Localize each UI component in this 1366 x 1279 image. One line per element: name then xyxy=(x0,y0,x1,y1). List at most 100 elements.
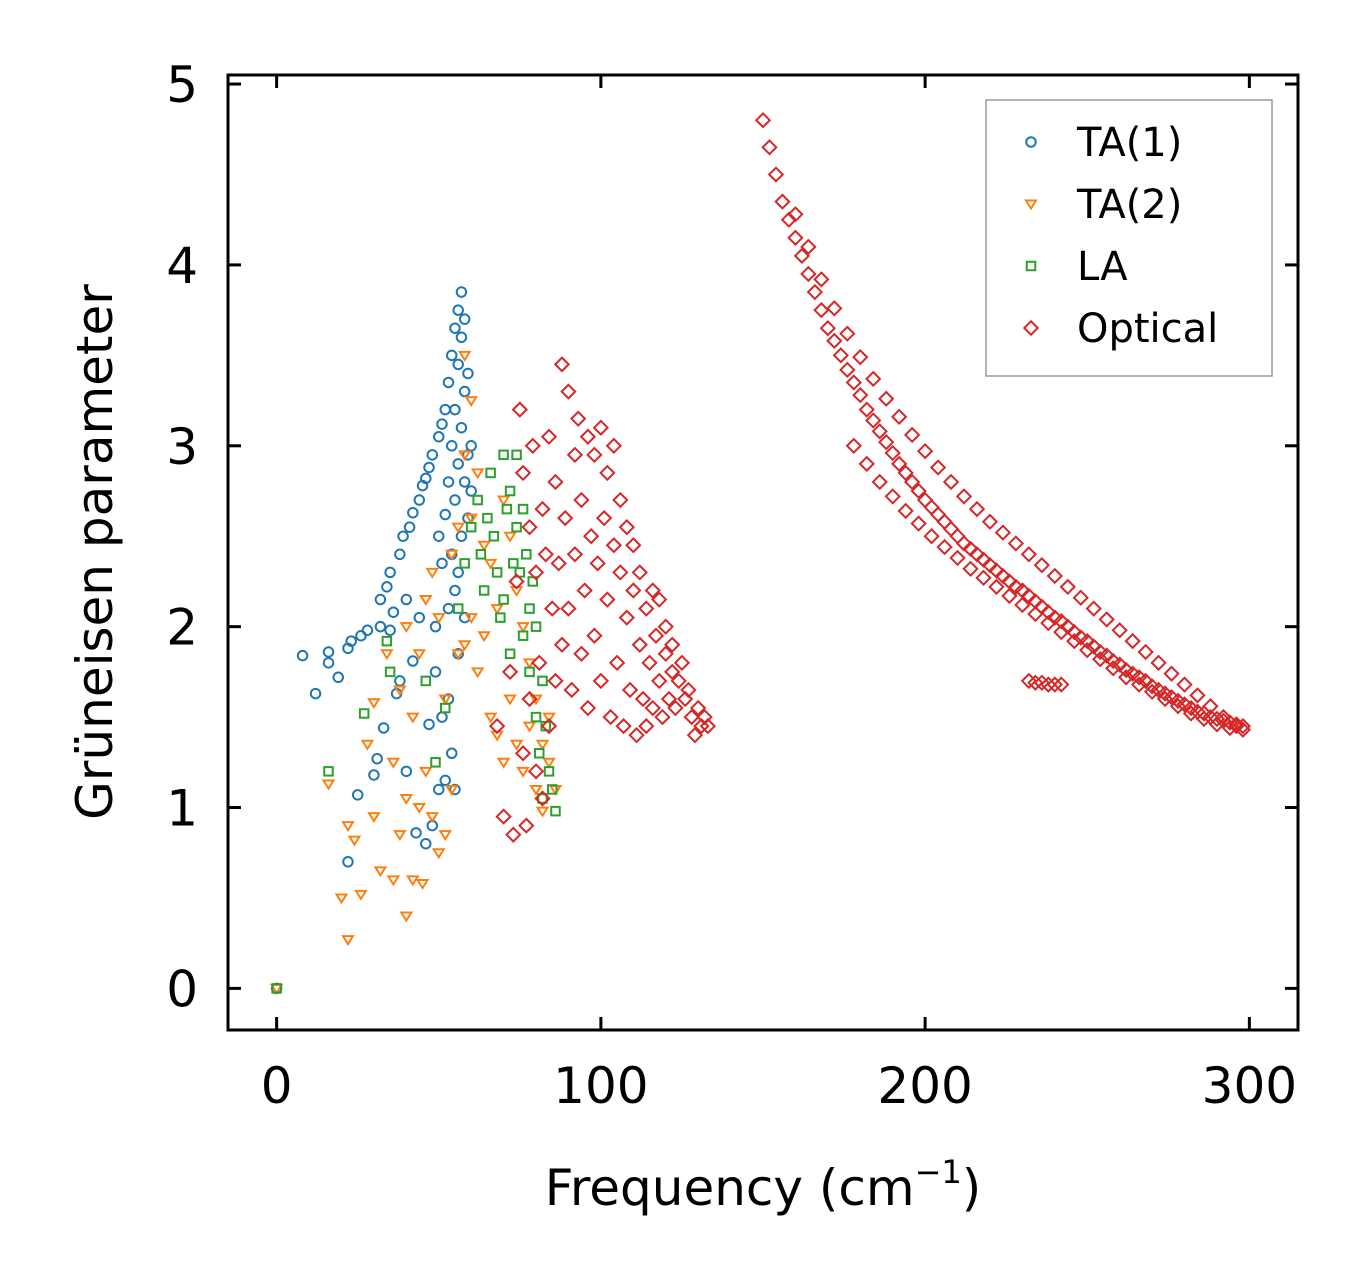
data-point-ta-1 xyxy=(368,769,380,781)
data-point-ta-2 xyxy=(457,350,472,362)
data-point-optical xyxy=(1066,632,1083,650)
data-point-ta-1 xyxy=(332,671,344,684)
data-point-optical xyxy=(878,390,895,407)
data-point-ta-1 xyxy=(455,331,468,344)
data-point-optical xyxy=(1137,643,1154,661)
data-point-optical xyxy=(1202,698,1219,715)
data-point-optical xyxy=(1079,642,1096,659)
data-point-optical xyxy=(1215,708,1232,726)
data-point-optical xyxy=(537,546,554,563)
data-point-ta-2 xyxy=(438,694,453,706)
y-axis-label: Grüneisen parameter xyxy=(66,284,124,820)
data-point-ta-2 xyxy=(341,821,355,833)
data-point-optical xyxy=(1027,674,1044,691)
series-optical xyxy=(488,112,1252,843)
data-point-ta-2 xyxy=(477,631,491,643)
data-point-ta-2 xyxy=(399,793,414,805)
data-point-ta-2 xyxy=(399,622,414,634)
data-point-la xyxy=(524,666,535,678)
data-point-optical xyxy=(975,569,992,586)
data-point-ta-2 xyxy=(431,848,446,860)
y-tick-label: 3 xyxy=(166,418,198,476)
data-point-optical xyxy=(524,437,541,454)
data-point-ta-2 xyxy=(425,567,440,579)
data-point-optical xyxy=(1053,623,1070,641)
data-point-optical xyxy=(488,717,506,735)
data-point-optical xyxy=(579,428,597,445)
data-point-optical xyxy=(910,482,927,500)
data-point-optical xyxy=(910,515,927,532)
data-point-optical xyxy=(534,500,551,518)
data-point-optical xyxy=(1046,676,1063,693)
data-point-ta-1 xyxy=(442,376,455,389)
data-point-optical xyxy=(1176,676,1193,693)
data-point-optical xyxy=(605,537,623,554)
data-point-ta-1 xyxy=(296,649,309,662)
data-point-optical xyxy=(644,699,661,717)
data-point-ta-1 xyxy=(433,530,445,542)
data-point-ta-1 xyxy=(449,322,461,334)
data-point-ta-2 xyxy=(418,766,433,778)
data-point-ta-1 xyxy=(455,286,468,298)
data-point-ta-1 xyxy=(420,472,432,485)
data-point-ta-1 xyxy=(400,765,413,778)
data-point-ta-1 xyxy=(384,566,396,579)
data-point-la xyxy=(495,612,506,623)
data-point-optical xyxy=(813,271,830,288)
data-point-optical xyxy=(1014,596,1031,614)
data-point-ta-1 xyxy=(429,620,442,633)
data-point-optical xyxy=(897,464,914,482)
data-point-ta-2 xyxy=(367,812,381,823)
data-point-optical xyxy=(754,112,772,129)
data-point-optical xyxy=(1228,717,1245,735)
data-point-ta-1 xyxy=(400,593,413,606)
data-point-optical xyxy=(787,206,804,223)
data-point-ta-1 xyxy=(342,856,354,868)
data-point-ta-2 xyxy=(418,595,433,606)
data-point-optical xyxy=(884,488,901,505)
data-point-optical xyxy=(845,437,862,454)
data-point-optical xyxy=(495,808,512,825)
data-point-ta-2 xyxy=(406,712,420,724)
data-point-ta-2 xyxy=(386,757,401,769)
data-point-optical xyxy=(615,717,632,735)
data-point-ta-2 xyxy=(483,558,498,570)
x-tick-label: 200 xyxy=(877,1057,972,1115)
data-point-optical xyxy=(686,727,704,744)
data-point-optical xyxy=(621,681,639,699)
data-point-la xyxy=(521,549,532,560)
data-point-la xyxy=(485,467,496,479)
data-point-ta-2 xyxy=(367,698,381,710)
data-point-ta-2 xyxy=(542,712,556,724)
data-point-optical xyxy=(514,745,532,762)
data-point-optical xyxy=(955,488,973,505)
data-point-la xyxy=(459,558,470,569)
data-point-optical xyxy=(767,166,785,183)
data-point-ta-2 xyxy=(334,893,349,905)
data-point-optical xyxy=(858,401,875,418)
data-point-ta-1 xyxy=(407,506,419,519)
data-point-ta-2 xyxy=(425,812,440,823)
data-point-optical xyxy=(774,193,791,210)
data-point-ta-1 xyxy=(322,646,335,658)
data-point-optical xyxy=(599,464,616,482)
data-point-optical xyxy=(631,564,648,581)
data-point-optical xyxy=(852,386,869,404)
data-point-ta-1 xyxy=(449,584,461,597)
data-point-optical xyxy=(988,578,1005,596)
data-point-la xyxy=(504,485,516,497)
data-point-optical xyxy=(1007,535,1025,552)
data-point-ta-2 xyxy=(535,739,550,751)
data-point-optical xyxy=(891,455,908,473)
data-point-optical xyxy=(664,636,681,653)
data-point-ta-1 xyxy=(445,747,458,760)
data-point-ta-2 xyxy=(451,649,466,661)
data-point-optical xyxy=(570,410,587,427)
x-axis-label-main: Frequency (cm xyxy=(545,1159,915,1217)
data-point-optical xyxy=(936,538,953,556)
data-point-optical xyxy=(534,790,551,807)
data-point-optical xyxy=(605,437,623,454)
data-point-ta-2 xyxy=(393,830,407,842)
data-point-optical xyxy=(981,513,999,530)
data-point-ta-1 xyxy=(452,304,464,316)
